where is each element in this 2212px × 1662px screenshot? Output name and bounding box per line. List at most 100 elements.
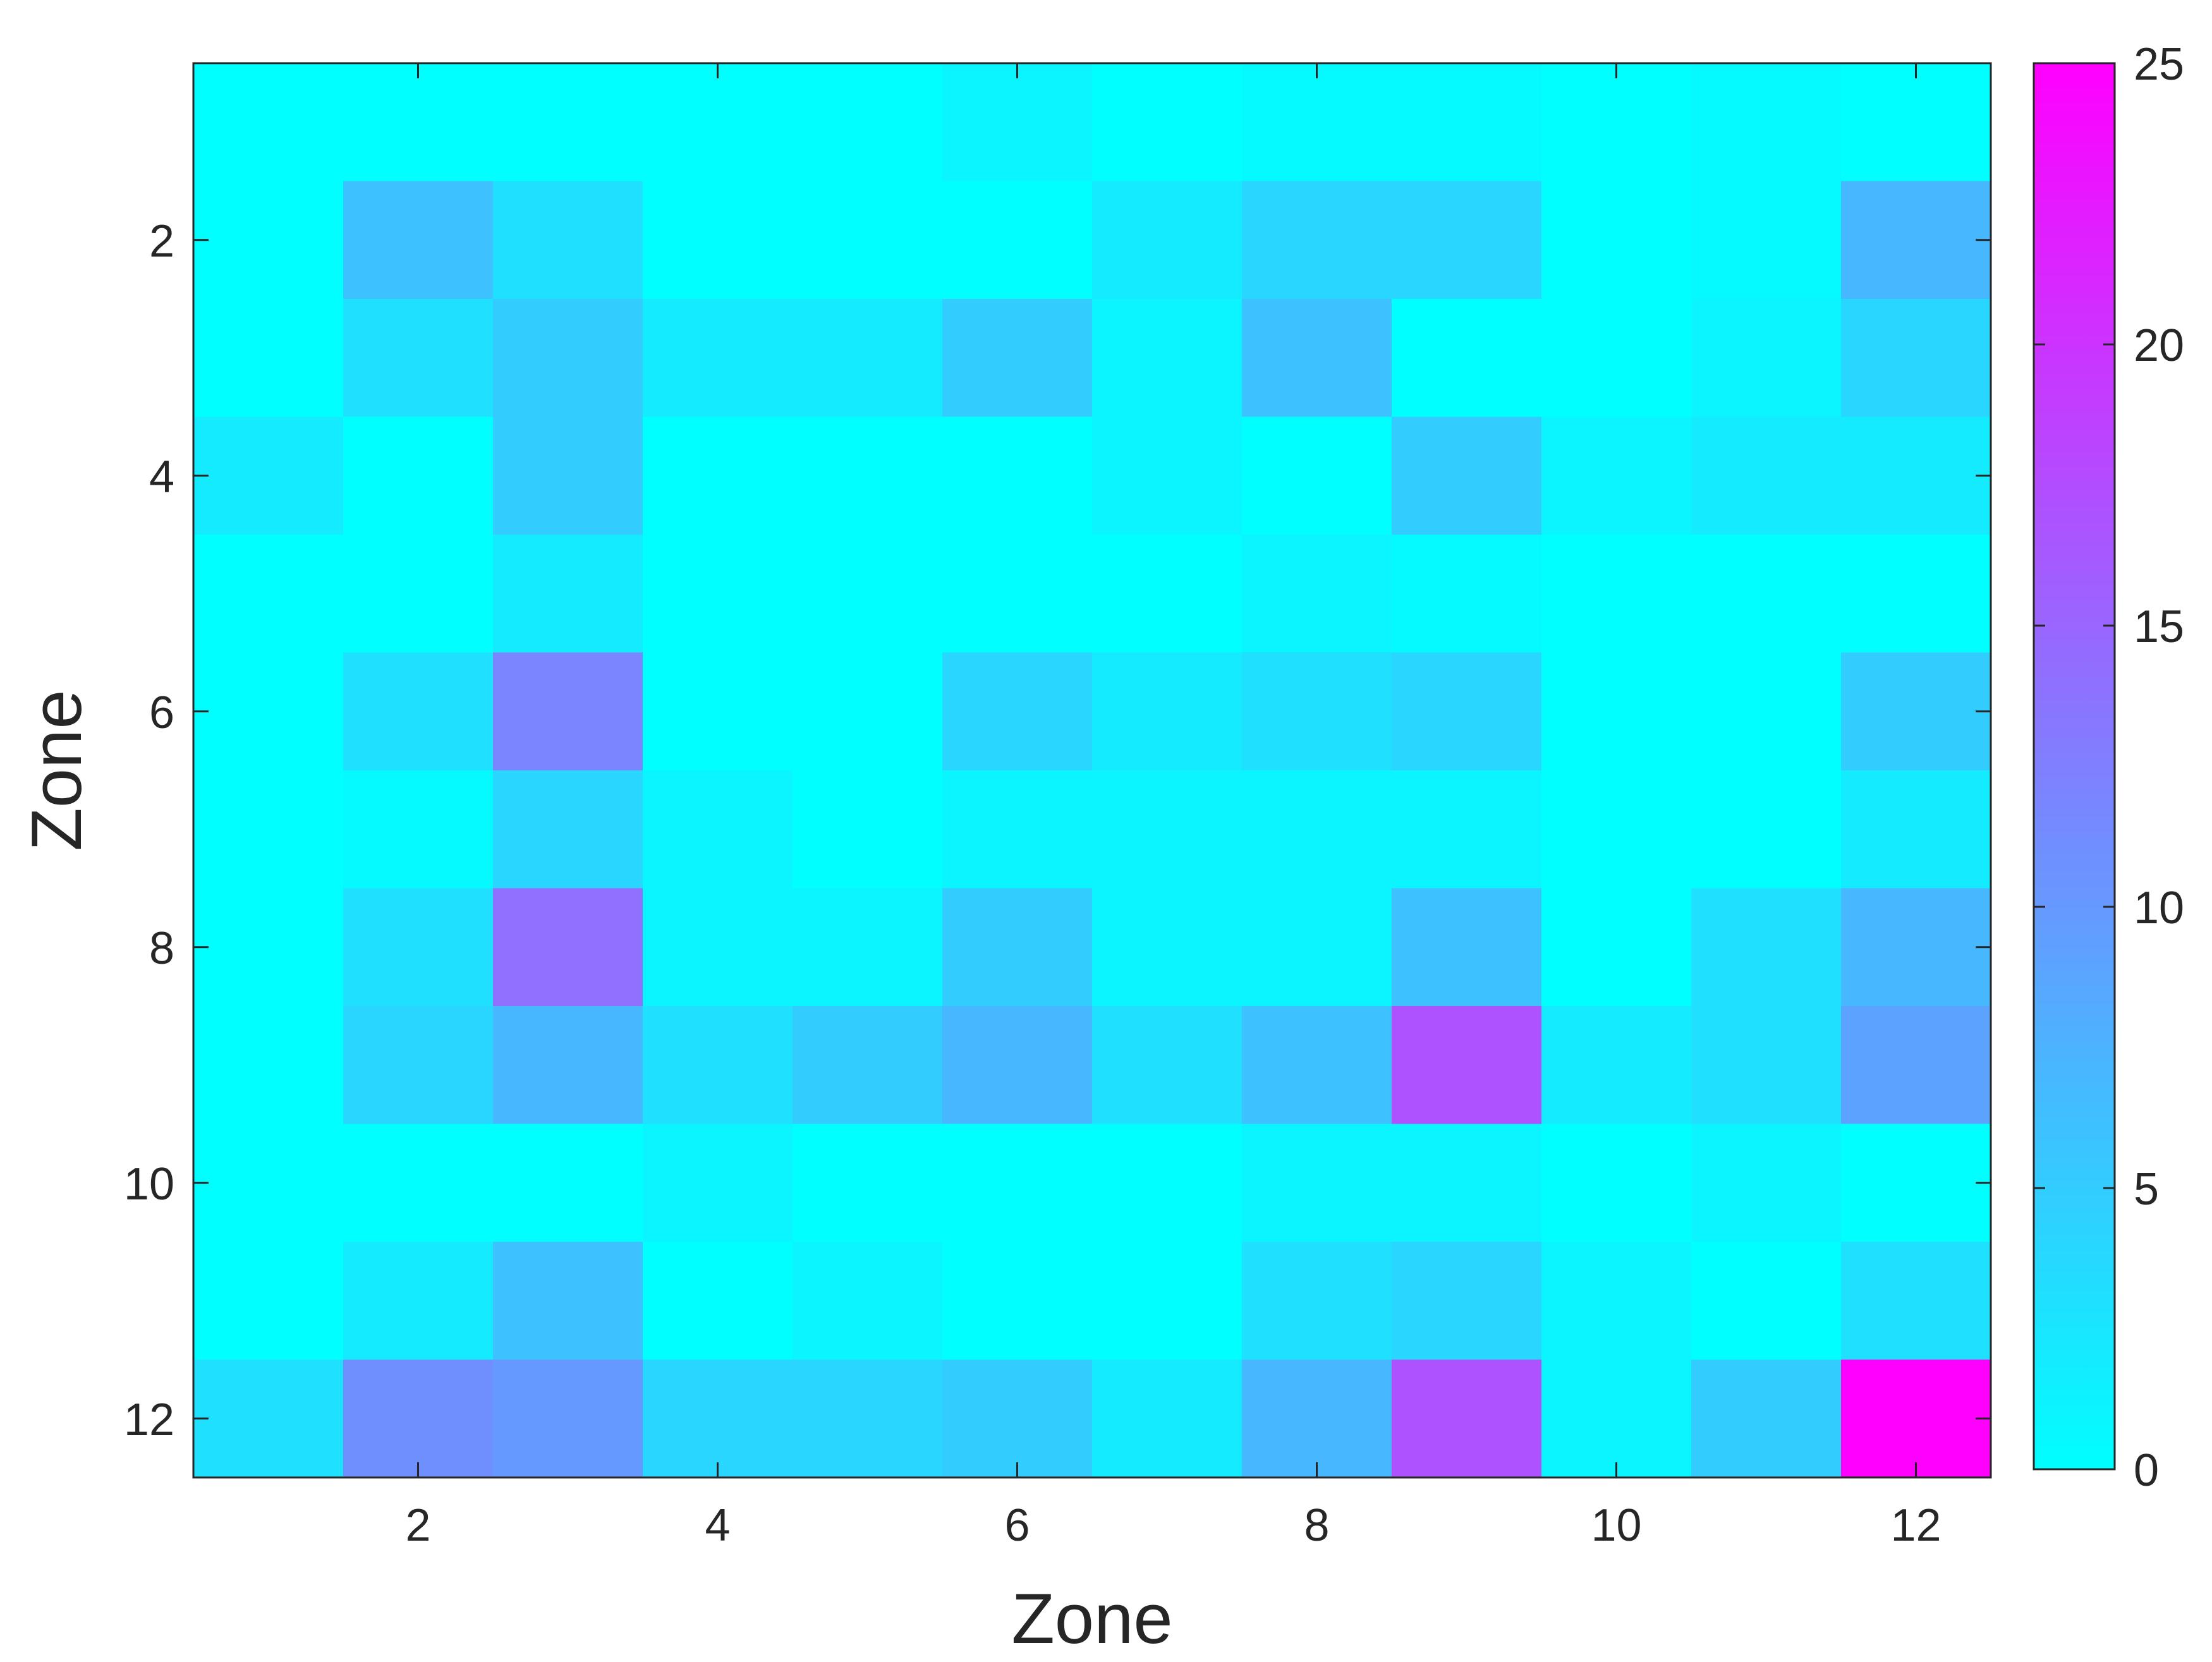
heatmap-cell-r4-c4 — [643, 416, 793, 535]
heatmap-cell-r5-c12 — [1841, 535, 1991, 653]
colorbar-tick-label-10: 10 — [2134, 883, 2184, 933]
heatmap-cell-r12-c6 — [942, 1359, 1093, 1478]
x-tick-label-12: 12 — [1890, 1500, 1941, 1551]
colorbar: 0 5 10 15 20 25 — [2033, 39, 2184, 1496]
x-tick-label-2: 2 — [405, 1500, 430, 1551]
heatmap-cell-r8-c10 — [1541, 888, 1692, 1007]
heatmap-cell-r6-c7 — [1092, 652, 1243, 771]
heatmap-cell-r3-c5 — [793, 299, 943, 418]
heatmap-cell-r8-c1 — [193, 888, 344, 1007]
heatmap-cell-r9-c5 — [793, 1006, 943, 1125]
heatmap-cell-r6-c3 — [493, 652, 643, 771]
heatmap-cell-r4-c6 — [942, 416, 1093, 535]
heatmap-cell-r7-c8 — [1242, 770, 1392, 889]
heatmap-cell-r5-c4 — [643, 535, 793, 653]
heatmap-cell-r10-c9 — [1392, 1124, 1542, 1242]
heatmap-cell-r11-c7 — [1092, 1242, 1243, 1361]
heatmap-cell-r3-c6 — [942, 299, 1093, 418]
y-tick-label-4: 4 — [149, 452, 174, 502]
y-axis-title: Zone — [17, 689, 96, 851]
heatmap-cell-r5-c10 — [1541, 535, 1692, 653]
heatmap-cell-r12-c4 — [643, 1359, 793, 1478]
heatmap-cell-r4-c9 — [1392, 416, 1542, 535]
heatmap-cell-r3-c9 — [1392, 299, 1542, 418]
heatmap-cell-r3-c3 — [493, 299, 643, 418]
heatmap-cell-r11-c8 — [1242, 1242, 1392, 1361]
heatmap-cell-r10-c6 — [942, 1124, 1093, 1242]
heatmap-cell-r11-c12 — [1841, 1242, 1991, 1361]
heatmap-cell-r4-c12 — [1841, 416, 1991, 535]
heatmap-cell-r3-c8 — [1242, 299, 1392, 418]
heatmap-cell-r11-c4 — [643, 1242, 793, 1361]
heatmap-cell-r9-c3 — [493, 1006, 643, 1125]
heatmap-cell-r10-c7 — [1092, 1124, 1243, 1242]
heatmap-cell-r7-c6 — [942, 770, 1093, 889]
heatmap-cell-r1-c9 — [1392, 63, 1542, 182]
heatmap-cell-r10-c8 — [1242, 1124, 1392, 1242]
heatmap-cell-r1-c1 — [193, 63, 344, 182]
heatmap-cell-r7-c7 — [1092, 770, 1243, 889]
heatmap-cell-r4-c11 — [1691, 416, 1842, 535]
heatmap-cell-r6-c6 — [942, 652, 1093, 771]
heatmap-cell-r6-c4 — [643, 652, 793, 771]
heatmap-cell-r12-c7 — [1092, 1359, 1243, 1478]
colorbar-frame — [2033, 62, 2116, 1471]
heatmap-cell-r4-c2 — [343, 416, 494, 535]
heatmap-cell-r5-c6 — [942, 535, 1093, 653]
heatmap-cell-r7-c4 — [643, 770, 793, 889]
colorbar-tick-label-20: 20 — [2134, 320, 2184, 371]
heatmap-cell-r1-c7 — [1092, 63, 1243, 182]
heatmap-cell-r6-c9 — [1392, 652, 1542, 771]
heatmap-cell-r7-c3 — [493, 770, 643, 889]
heatmap-cell-r8-c7 — [1092, 888, 1243, 1007]
heatmap-cell-r11-c6 — [942, 1242, 1093, 1361]
heatmap-cell-r5-c11 — [1691, 535, 1842, 653]
heatmap-cell-r9-c1 — [193, 1006, 344, 1125]
heatmap-cell-r4-c10 — [1541, 416, 1692, 535]
heatmap-cell-r8-c11 — [1691, 888, 1842, 1007]
heatmap-cell-r9-c6 — [942, 1006, 1093, 1125]
heatmap-cell-r9-c7 — [1092, 1006, 1243, 1125]
heatmap-cell-r2-c9 — [1392, 181, 1542, 300]
heatmap-cell-r4-c8 — [1242, 416, 1392, 535]
colorbar-ticks: 0 5 10 15 20 25 — [2034, 39, 2184, 1496]
heatmap-cell-r10-c3 — [493, 1124, 643, 1242]
heatmap-cell-r2-c8 — [1242, 181, 1392, 300]
heatmap-cell-r11-c1 — [193, 1242, 344, 1361]
heatmap-cell-r6-c11 — [1691, 652, 1842, 771]
x-axis-title: Zone — [1011, 1579, 1172, 1658]
heatmap-cell-r12-c1 — [193, 1359, 344, 1478]
heatmap-cell-r6-c2 — [343, 652, 494, 771]
heatmap-cell-r5-c3 — [493, 535, 643, 653]
heatmap-cell-r2-c10 — [1541, 181, 1692, 300]
heatmap-cell-r6-c12 — [1841, 652, 1991, 771]
x-tick-label-10: 10 — [1591, 1500, 1641, 1551]
heatmap-cell-r11-c5 — [793, 1242, 943, 1361]
heatmap-cell-r2-c5 — [793, 181, 943, 300]
heatmap-cell-r10-c5 — [793, 1124, 943, 1242]
heatmap-cell-r7-c11 — [1691, 770, 1842, 889]
colorbar-tick-label-0: 0 — [2134, 1445, 2159, 1496]
heatmap-cell-r11-c9 — [1392, 1242, 1542, 1361]
heatmap-cell-r9-c10 — [1541, 1006, 1692, 1125]
plot-frame — [192, 62, 1992, 1479]
heatmap-cell-r1-c6 — [942, 63, 1093, 182]
heatmap-cell-r8-c8 — [1242, 888, 1392, 1007]
heatmap-cell-r5-c5 — [793, 535, 943, 653]
heatmap-cell-r4-c3 — [493, 416, 643, 535]
heatmap-cell-r4-c7 — [1092, 416, 1243, 535]
heatmap-cell-r3-c12 — [1841, 299, 1991, 418]
heatmap-cell-r1-c10 — [1541, 63, 1692, 182]
heatmap-cell-r2-c4 — [643, 181, 793, 300]
heatmap-cell-r12-c12 — [1841, 1359, 1991, 1478]
heatmap-cell-r5-c1 — [193, 535, 344, 653]
y-tick-label-8: 8 — [149, 923, 174, 974]
heatmap-cell-r12-c11 — [1691, 1359, 1842, 1478]
heatmap-cell-r11-c3 — [493, 1242, 643, 1361]
heatmap-cell-r10-c10 — [1541, 1124, 1692, 1242]
y-tick-label-10: 10 — [124, 1159, 174, 1210]
heatmap-cell-r9-c2 — [343, 1006, 494, 1125]
heatmap-cell-r7-c1 — [193, 770, 344, 889]
heatmap-cell-r10-c2 — [343, 1124, 494, 1242]
heatmap-cell-r7-c10 — [1541, 770, 1692, 889]
